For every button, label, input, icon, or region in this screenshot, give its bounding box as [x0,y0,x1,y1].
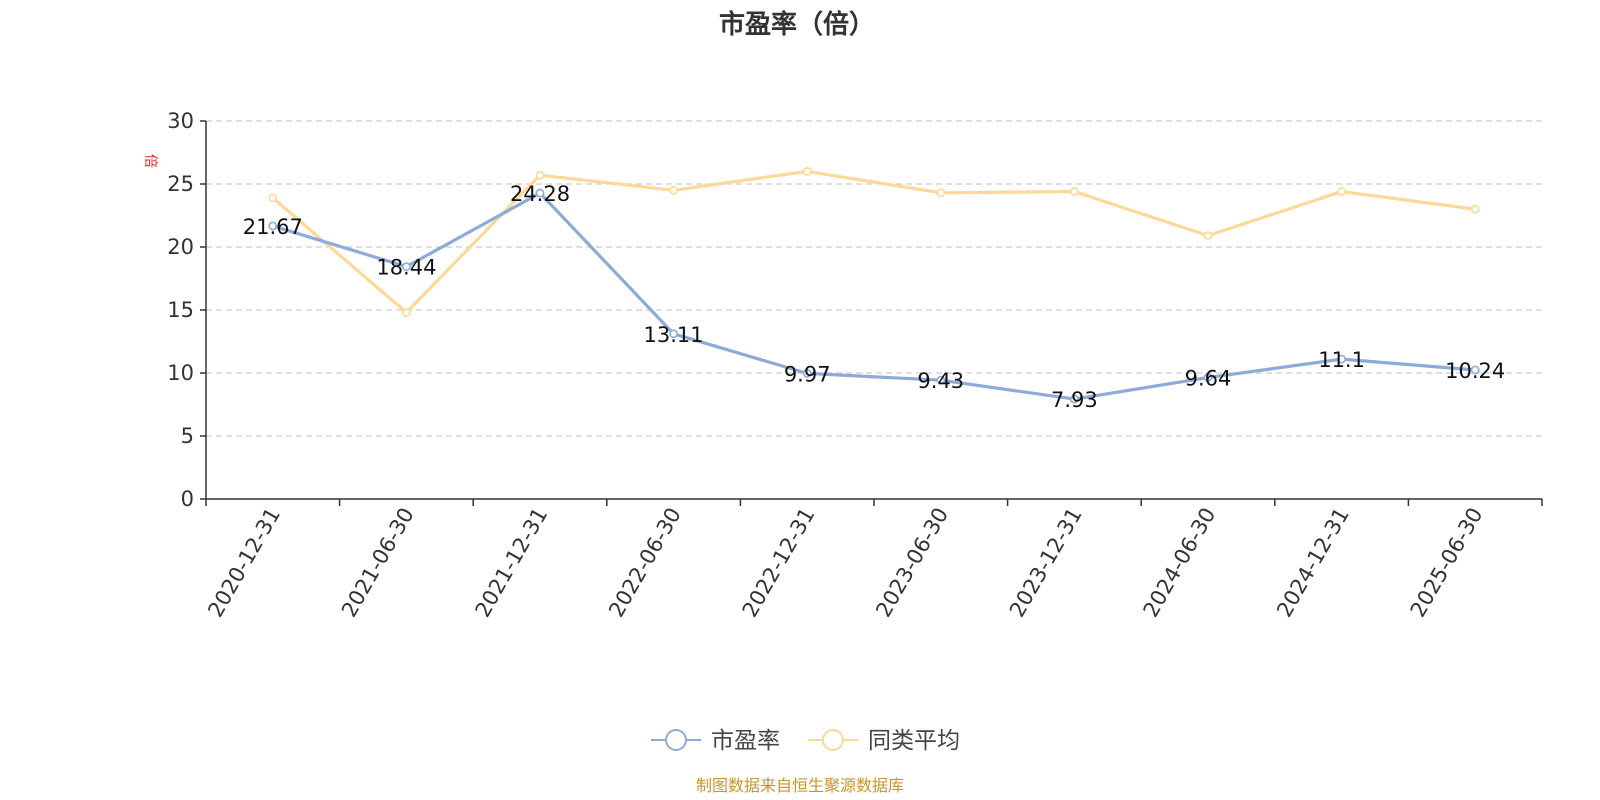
data-point-peer-average[interactable] [669,185,678,195]
series-line-pe-ratio [272,191,1476,401]
data-point-peer-average[interactable] [535,170,545,180]
y-tick-label: 10 [167,361,194,385]
data-point-pe-ratio[interactable] [1337,354,1346,364]
x-tick-label: 2021-06-30 [337,504,419,622]
data-source-note: 制图数据来自恒生聚源数据库 [696,776,904,795]
data-label: 21.67 [243,215,303,239]
data-point-peer-average[interactable] [802,166,812,176]
legend-item-peer-average[interactable]: 同类平均 [808,728,960,754]
data-point-pe-ratio[interactable] [268,221,278,231]
data-point-peer-average[interactable] [1203,231,1213,241]
y-axis-unit-label: 倍 [142,154,158,168]
x-tick-label: 2025-06-30 [1406,504,1488,622]
series-lines [268,166,1480,404]
legend-item-pe-ratio[interactable]: 市盈率 [651,728,780,754]
x-tick-label: 2020-12-31 [203,504,285,622]
data-label: 11.1 [1318,348,1365,372]
data-label: 9.64 [1185,367,1232,391]
y-tick-label: 20 [167,235,194,259]
data-point-peer-average[interactable] [936,188,946,198]
x-tick-label: 2023-06-30 [871,504,953,622]
data-label: 9.97 [784,362,831,386]
data-point-peer-average[interactable] [268,193,278,203]
data-point-pe-ratio[interactable] [1070,394,1079,404]
x-tick-label: 2023-12-31 [1005,504,1087,622]
data-label: 18.44 [376,256,436,280]
data-point-pe-ratio[interactable] [669,329,678,339]
legend-circle-marker [665,729,687,751]
chart-title: 市盈率（倍） [719,9,875,40]
x-tick-label: 2021-12-31 [471,504,553,622]
series-line-peer-average [271,169,1476,315]
x-tick-label: 2022-06-30 [604,504,686,622]
legend-label: 市盈率 [711,728,780,754]
x-tick-label: 2022-12-31 [738,504,820,622]
x-tick-label: 2024-06-30 [1139,504,1221,622]
data-point-peer-average[interactable] [1470,204,1480,214]
data-label: 10.24 [1445,359,1505,383]
legend-circle-marker [822,729,844,751]
data-label: 7.93 [1051,388,1098,412]
data-point-pe-ratio[interactable] [802,368,812,378]
x-tick-label: 2024-12-31 [1272,504,1354,622]
data-point-peer-average[interactable] [1337,187,1346,196]
data-point-pe-ratio[interactable] [1203,373,1213,382]
data-label: 9.43 [917,369,964,393]
y-tick-label: 25 [167,172,194,196]
legend-label: 同类平均 [868,728,960,754]
grid-lines [206,120,1542,437]
data-label: 13.11 [644,323,704,347]
y-tick-label: 30 [167,109,194,133]
data-label: 24.28 [510,182,570,206]
data-point-pe-ratio[interactable] [1470,365,1480,375]
y-tick-label: 5 [181,424,194,448]
data-point-peer-average[interactable] [1070,187,1079,196]
data-point-peer-average[interactable] [401,308,411,317]
data-point-pe-ratio[interactable] [936,375,946,385]
data-point-pe-ratio[interactable] [401,262,411,272]
data-point-pe-ratio[interactable] [535,188,545,198]
data-labels: 21.67 18.44 24.28 13.11 9.97 9.43 7.93 9.64 11.1… [243,182,1506,412]
y-tick-label: 15 [167,298,194,322]
y-tick-label: 0 [181,487,194,511]
legend: 市盈率 同类平均 [651,728,960,754]
